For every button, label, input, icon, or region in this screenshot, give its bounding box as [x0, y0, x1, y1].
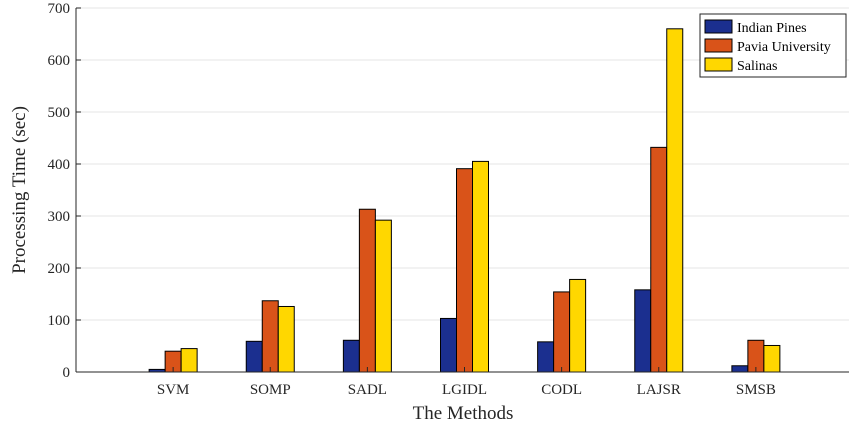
legend-label: Salinas [737, 59, 777, 74]
legend-swatch [704, 19, 733, 34]
bar-salinas-smsb [763, 344, 781, 373]
bar-salinas-lgidl [472, 160, 489, 373]
y-tick-label: 300 [48, 209, 71, 225]
bar-pavia-university-lgidl [456, 168, 473, 373]
x-tick-label: CODL [541, 382, 582, 398]
bar-pavia-university-sadl [358, 208, 376, 373]
legend: Indian Pines Pavia University Salinas [699, 13, 847, 78]
axes [75, 7, 849, 373]
bar-salinas-svm [180, 348, 198, 373]
y-tick-label: 600 [48, 53, 71, 69]
bar-indian-pines-smsb [731, 365, 749, 373]
tick-labels: 0 100 200 300 400 500 600 700 SVM SOMP SADL LGIDL CO… [48, 1, 776, 398]
y-tick-label: 200 [48, 261, 71, 277]
bar-indian-pines-somp [245, 340, 263, 373]
y-tick-label: 0 [63, 365, 71, 381]
legend-swatch [704, 57, 733, 72]
bar-indian-pines-codl [537, 341, 555, 373]
x-tick-label: SVM [157, 382, 190, 398]
legend-swatch [704, 38, 733, 53]
bar-indian-pines-sadl [342, 339, 360, 373]
y-tick-label: 100 [48, 313, 71, 329]
x-axis-title: The Methods [413, 403, 514, 424]
bar-salinas-lajsr [666, 28, 684, 373]
bar-pavia-university-somp [261, 300, 279, 373]
legend-label: Indian Pines [737, 21, 807, 36]
bar-pavia-university-codl [553, 291, 571, 373]
bar-pavia-university-lajsr [650, 146, 668, 373]
bars [148, 28, 781, 373]
x-tick-label: LAJSR [637, 382, 681, 398]
y-tick-label: 700 [48, 1, 71, 17]
y-axis-title: Processing Time (sec) [9, 106, 30, 274]
bar-salinas-somp [277, 305, 295, 373]
x-tick-label: SADL [348, 382, 387, 398]
bar-indian-pines-lgidl [440, 317, 457, 373]
bar-indian-pines-lajsr [634, 289, 652, 373]
y-tick-label: 500 [48, 105, 71, 121]
x-tick-label: SOMP [250, 382, 291, 398]
x-tick-label: LGIDL [442, 382, 487, 398]
x-tick-label: SMSB [736, 382, 776, 398]
bar-salinas-codl [569, 278, 587, 373]
legend-label: Pavia University [737, 40, 831, 55]
y-tick-label: 400 [48, 157, 71, 173]
bar-salinas-sadl [374, 219, 392, 373]
